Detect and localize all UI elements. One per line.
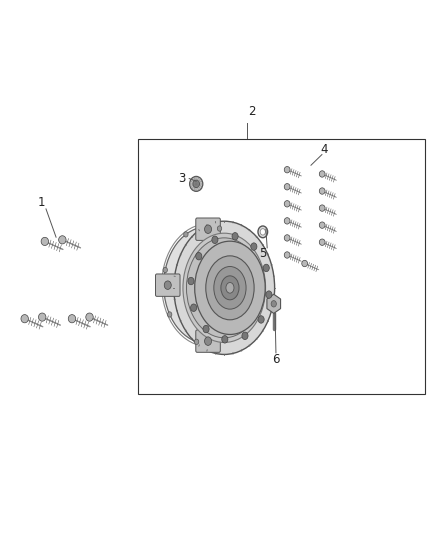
Ellipse shape (164, 227, 252, 344)
Ellipse shape (258, 226, 268, 238)
Ellipse shape (163, 268, 167, 273)
Ellipse shape (244, 253, 249, 259)
Ellipse shape (41, 237, 49, 246)
Ellipse shape (251, 243, 257, 251)
Ellipse shape (190, 176, 203, 191)
Ellipse shape (194, 339, 199, 344)
Ellipse shape (188, 277, 194, 285)
Ellipse shape (164, 281, 171, 289)
Ellipse shape (183, 233, 265, 342)
Ellipse shape (242, 332, 248, 340)
Ellipse shape (284, 183, 290, 190)
Text: 4: 4 (320, 143, 328, 156)
Ellipse shape (284, 166, 290, 173)
Ellipse shape (319, 188, 325, 194)
Ellipse shape (196, 253, 202, 260)
Ellipse shape (302, 260, 307, 266)
Text: 5: 5 (259, 247, 266, 260)
Bar (138, 139, 425, 394)
Ellipse shape (195, 241, 265, 335)
Ellipse shape (319, 171, 325, 177)
Ellipse shape (263, 264, 269, 272)
Ellipse shape (21, 314, 28, 323)
Ellipse shape (167, 312, 172, 317)
Ellipse shape (271, 301, 276, 307)
Ellipse shape (284, 252, 290, 258)
Ellipse shape (226, 282, 234, 293)
Ellipse shape (191, 304, 197, 311)
Ellipse shape (193, 180, 200, 188)
Ellipse shape (59, 236, 66, 244)
Ellipse shape (184, 232, 188, 237)
Ellipse shape (284, 200, 290, 207)
Ellipse shape (284, 235, 290, 241)
Ellipse shape (232, 232, 238, 240)
Ellipse shape (319, 239, 325, 245)
Ellipse shape (203, 325, 209, 333)
Text: 3: 3 (178, 172, 185, 185)
FancyBboxPatch shape (196, 330, 220, 352)
Ellipse shape (39, 313, 46, 321)
Ellipse shape (222, 336, 228, 343)
Ellipse shape (212, 236, 218, 244)
Ellipse shape (258, 316, 264, 323)
Ellipse shape (214, 266, 246, 309)
Ellipse shape (205, 225, 212, 233)
Ellipse shape (249, 297, 253, 303)
Ellipse shape (266, 291, 272, 298)
Ellipse shape (221, 276, 239, 300)
Ellipse shape (174, 221, 275, 354)
Ellipse shape (205, 337, 212, 345)
Ellipse shape (319, 205, 325, 211)
FancyBboxPatch shape (196, 218, 220, 240)
Ellipse shape (187, 238, 262, 338)
Ellipse shape (68, 314, 76, 323)
Ellipse shape (319, 222, 325, 228)
Ellipse shape (284, 217, 290, 224)
FancyBboxPatch shape (155, 274, 180, 296)
Ellipse shape (206, 256, 254, 320)
Text: 6: 6 (272, 353, 280, 366)
Ellipse shape (228, 333, 233, 338)
Ellipse shape (260, 229, 265, 235)
Text: 2: 2 (248, 106, 256, 118)
Text: 1: 1 (38, 196, 46, 209)
Ellipse shape (86, 313, 93, 321)
Ellipse shape (217, 226, 222, 231)
